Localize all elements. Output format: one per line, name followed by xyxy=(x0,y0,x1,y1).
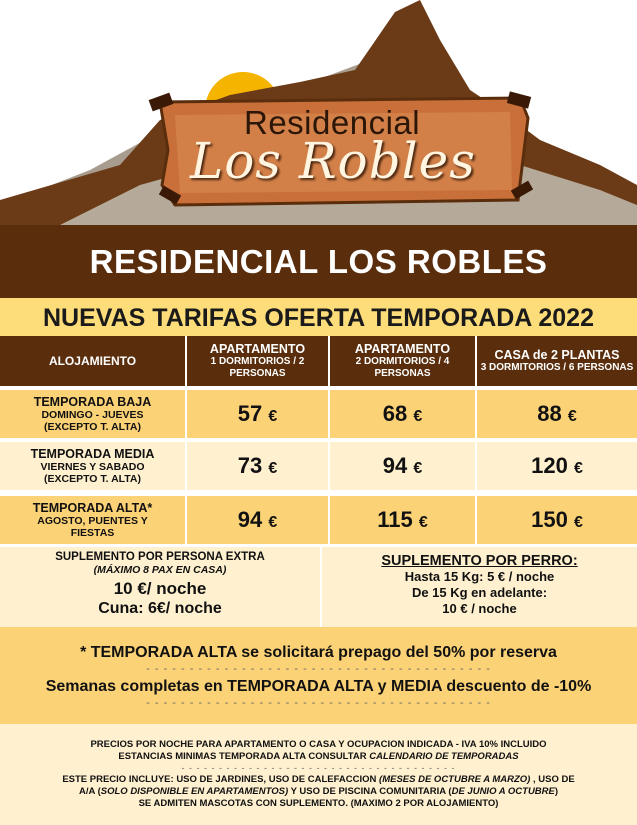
footer-line: ESTANCIAS MINIMAS TEMPORADA ALTA CONSULT… xyxy=(118,751,519,762)
logo-text-residencial: Residencial xyxy=(244,104,421,141)
offer-subtitle: NUEVAS TARIFAS OFERTA TEMPORADA 2022 xyxy=(0,298,637,336)
price-cell: 94 € xyxy=(185,496,328,544)
price-cell: 88 € xyxy=(475,390,637,438)
prepayment-note: * TEMPORADA ALTA se solicitará prepago d… xyxy=(80,644,557,661)
table-header-row: ALOJAMIENTO APARTAMENTO 1 DORMITORIOS / … xyxy=(0,336,637,386)
season-cell: TEMPORADA BAJA DOMINGO - JUEVES (EXCEPTO… xyxy=(0,390,185,438)
logo-text-los-robles: Los Robles xyxy=(190,132,476,190)
price-cell: 68 € xyxy=(328,390,475,438)
table-row: TEMPORADA MEDIA VIERNES Y SABADO (EXCEPT… xyxy=(0,442,637,490)
dog-supplement: SUPLEMENTO POR PERRO: Hasta 15 Kg: 5 € /… xyxy=(381,553,578,616)
notes-section: * TEMPORADA ALTA se solicitará prepago d… xyxy=(0,627,637,724)
supplements-section: SUPLEMENTO POR PERSONA EXTRA (MÁXIMO 8 P… xyxy=(0,547,637,627)
mountain-logo-graphic xyxy=(0,0,637,225)
table-row: TEMPORADA ALTA* AGOSTO, PUENTES Y FIESTA… xyxy=(0,496,637,544)
season-cell: TEMPORADA MEDIA VIERNES Y SABADO (EXCEPT… xyxy=(0,442,185,490)
footer-line: ESTE PRECIO INCLUYE: USO DE JARDINES, US… xyxy=(62,774,575,785)
logo-area: Residencial Los Robles xyxy=(0,0,637,225)
price-cell: 57 € xyxy=(185,390,328,438)
price-cell: 150 € xyxy=(475,496,637,544)
price-cell: 94 € xyxy=(328,442,475,490)
dashed-separator: - - - - - - - - - - - - - - - - - - - - … xyxy=(146,663,491,675)
price-cell: 120 € xyxy=(475,442,637,490)
dashed-separator: - - - - - - - - - - - - - - - - - - - - … xyxy=(181,763,456,773)
table-row: TEMPORADA BAJA DOMINGO - JUEVES (EXCEPTO… xyxy=(0,390,637,438)
page-title-banner: RESIDENCIAL LOS ROBLES xyxy=(0,225,637,298)
footer-line: A/A (SOLO DISPONIBLE EN APARTAMENTOS) Y … xyxy=(78,786,559,797)
header-apartment-2: APARTAMENTO 2 DORMITORIOS / 4 PERSONAS xyxy=(328,336,475,386)
extra-person-supplement: SUPLEMENTO POR PERSONA EXTRA (MÁXIMO 8 P… xyxy=(0,547,322,627)
header-accommodation: ALOJAMIENTO xyxy=(48,354,137,368)
footer-section: PRECIOS POR NOCHE PARA APARTAMENTO O CAS… xyxy=(0,724,637,825)
discount-note: Semanas completas en TEMPORADA ALTA y ME… xyxy=(45,678,592,695)
header-house: CASA de 2 PLANTAS 3 DORMITORIOS / 6 PERS… xyxy=(475,336,637,386)
price-cell: 115 € xyxy=(328,496,475,544)
footer-line: SE ADMITEN MASCOTAS CON SUPLEMENTO. (MAX… xyxy=(138,798,499,809)
header-apartment-1: APARTAMENTO 1 DORMITORIOS / 2 PERSONAS xyxy=(185,336,328,386)
footer-line: PRECIOS POR NOCHE PARA APARTAMENTO O CAS… xyxy=(90,739,547,750)
season-cell: TEMPORADA ALTA* AGOSTO, PUENTES Y FIESTA… xyxy=(0,496,185,544)
dashed-separator: - - - - - - - - - - - - - - - - - - - - … xyxy=(146,697,491,709)
price-cell: 73 € xyxy=(185,442,328,490)
